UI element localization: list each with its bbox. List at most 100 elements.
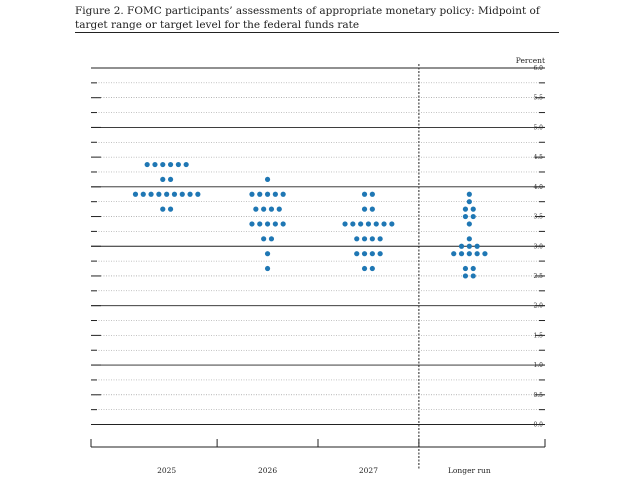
participant-dot xyxy=(195,191,201,197)
participant-dot xyxy=(268,236,275,242)
participant-dot xyxy=(140,191,146,197)
participant-dot xyxy=(160,176,166,183)
figure-title: Figure 2. FOMC participants’ assessments… xyxy=(75,5,540,31)
x-category-label: 2026 xyxy=(258,466,277,475)
participant-dot xyxy=(451,251,457,257)
participant-dot xyxy=(264,176,271,183)
participant-dot xyxy=(187,191,193,197)
participant-dot xyxy=(280,191,286,197)
y-tick-label: 2.5 xyxy=(533,273,543,280)
participant-dot xyxy=(462,213,469,220)
participant-dot xyxy=(272,191,278,197)
participant-dot xyxy=(466,221,472,227)
participant-dot xyxy=(377,251,383,257)
participant-dot xyxy=(466,243,472,249)
participant-dot xyxy=(470,273,476,279)
participant-dot xyxy=(373,221,379,227)
participant-dot xyxy=(175,161,181,168)
y-tick-label: 2.0 xyxy=(533,303,543,310)
participant-dot xyxy=(361,191,368,197)
participant-dot xyxy=(257,221,263,227)
participant-dot xyxy=(264,251,271,257)
participant-dot xyxy=(261,206,267,212)
participant-dot xyxy=(369,265,375,272)
x-category-label: 2027 xyxy=(359,466,378,475)
category-labels: 2025 2026 2027 Longer run xyxy=(157,466,491,475)
y-tick-label: 1.5 xyxy=(533,332,543,339)
participant-dot xyxy=(458,243,465,249)
participant-dot xyxy=(365,221,372,227)
y-tick-label: 4.5 xyxy=(533,154,543,161)
participant-dot xyxy=(257,191,263,197)
x-category-label: Longer run xyxy=(448,466,491,475)
participant-dot xyxy=(164,191,170,197)
y-tick-label: 3.0 xyxy=(533,243,543,250)
participant-dot xyxy=(132,191,139,197)
participant-dot xyxy=(462,265,469,272)
axes xyxy=(90,64,546,470)
participant-dot xyxy=(462,206,469,212)
participant-dot xyxy=(361,236,368,242)
participant-dot xyxy=(354,251,360,257)
participant-dot xyxy=(474,243,480,249)
participant-dot xyxy=(458,251,465,257)
title-rule xyxy=(75,32,559,33)
participant-dot xyxy=(167,176,174,183)
y-tick-label: 4.0 xyxy=(533,184,543,191)
participant-dot xyxy=(171,191,178,197)
y-tick-label: 1.0 xyxy=(533,362,543,369)
participant-dot xyxy=(466,199,472,205)
y-tick-label: 6.0 xyxy=(533,65,543,72)
y-tick-labels: 0.0 0.5 1.0 1.5 2.0 2.5 3.0 3.5 4.0 4.5 5.0 5.5 6.0 xyxy=(533,65,543,429)
participant-dot xyxy=(361,206,368,212)
participant-dot xyxy=(148,191,154,197)
participant-dot xyxy=(160,161,166,168)
participant-dot xyxy=(160,206,166,212)
y-tick-label: 0.5 xyxy=(533,392,543,399)
participant-dot xyxy=(253,206,259,212)
participant-dot xyxy=(152,161,158,168)
y-tick-label: 5.5 xyxy=(533,95,543,102)
participant-dot xyxy=(264,191,271,197)
x-category-label: 2025 xyxy=(157,466,176,475)
participant-dot xyxy=(389,221,395,227)
participant-dot xyxy=(361,265,368,272)
participant-dot xyxy=(264,265,271,272)
participant-dot xyxy=(261,236,267,242)
y-tick-label: 5.0 xyxy=(533,124,543,131)
participant-dot xyxy=(377,236,383,242)
y-tick-label: 3.5 xyxy=(533,214,543,221)
y-tick-label: 0.0 xyxy=(533,422,543,429)
participant-dot xyxy=(381,221,387,227)
participant-dot xyxy=(249,191,255,197)
participant-dot xyxy=(280,221,286,227)
participant-dot xyxy=(358,221,364,227)
participant-dot xyxy=(369,191,375,197)
participant-dot xyxy=(249,221,255,227)
participant-dot xyxy=(470,265,476,272)
participant-dot xyxy=(276,206,282,212)
participant-dot xyxy=(179,191,185,197)
participant-dot xyxy=(474,251,480,257)
participant-dot xyxy=(470,206,476,212)
participant-dot xyxy=(156,191,162,197)
participant-dot xyxy=(167,206,174,212)
participant-dot xyxy=(466,236,472,242)
participant-dot xyxy=(466,191,472,197)
participant-dot xyxy=(167,161,174,168)
participant-dot xyxy=(350,221,356,227)
participant-dot xyxy=(144,161,150,168)
participant-dot xyxy=(369,251,375,257)
participant-dot xyxy=(272,221,278,227)
participant-dot xyxy=(369,236,375,242)
dots xyxy=(132,161,488,279)
participant-dot xyxy=(268,206,275,212)
participant-dot xyxy=(466,251,472,257)
y-axis-unit-label: Percent xyxy=(516,56,545,65)
participant-dot xyxy=(369,206,375,212)
participant-dot xyxy=(354,236,360,242)
participant-dot xyxy=(264,221,271,227)
participant-dot xyxy=(342,221,348,227)
participant-dot xyxy=(462,273,469,279)
